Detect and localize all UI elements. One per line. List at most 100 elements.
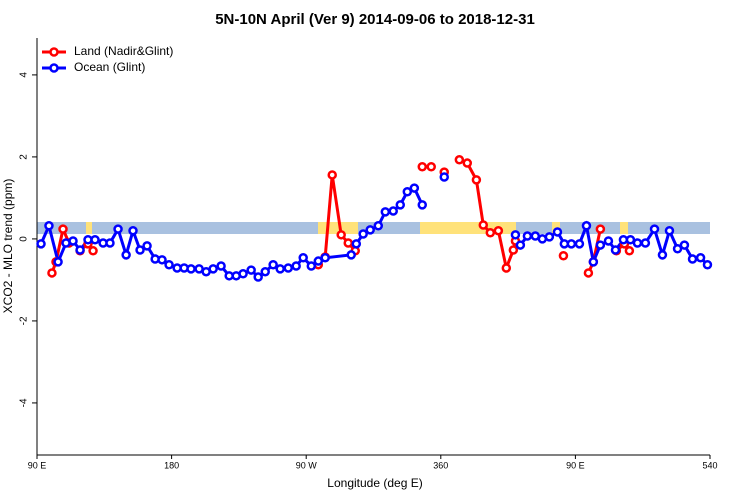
data-point (121, 250, 131, 260)
data-point (552, 227, 563, 237)
data-point (679, 240, 690, 250)
data-point (365, 225, 375, 235)
data-point (388, 206, 398, 216)
data-point (566, 239, 577, 249)
data-point (343, 238, 353, 248)
data-point (298, 253, 308, 263)
data-point (53, 257, 63, 267)
data-point (216, 261, 226, 271)
data-point (380, 207, 391, 217)
data-point (395, 200, 406, 210)
x-tick-label: 90 W (296, 460, 318, 470)
y-axis-label: XCO2 - MLO trend (ppm) (1, 179, 15, 314)
data-point (409, 183, 420, 193)
y-tick-label: 4 (19, 72, 30, 78)
y-tick-label: 2 (19, 154, 30, 160)
data-point (113, 224, 123, 234)
legend-marker (49, 47, 59, 57)
chart-title: 5N-10N April (Ver 9) 2014-09-06 to 2018-… (215, 11, 535, 28)
data-point (426, 161, 436, 172)
x-tick-label: 180 (164, 460, 179, 470)
data-point (417, 200, 428, 210)
data-point (44, 221, 54, 231)
data-point (510, 230, 521, 240)
data-point (672, 244, 683, 254)
data-point (501, 263, 512, 273)
data-point (640, 238, 651, 248)
y-tick-label: 0 (19, 236, 30, 242)
data-point (327, 170, 337, 180)
data-point (695, 253, 706, 263)
data-point (88, 246, 98, 256)
data-point (253, 272, 263, 282)
data-point (649, 224, 660, 234)
data-point (632, 238, 643, 248)
x-axis-label: Longitude (deg E) (327, 476, 422, 490)
y-tick-label: -4 (19, 398, 30, 407)
data-point (358, 229, 368, 239)
data-point (373, 221, 384, 231)
data-point (36, 239, 46, 249)
data-point (417, 161, 428, 172)
data-point (657, 250, 668, 260)
data-point (238, 269, 248, 279)
data-point (439, 172, 449, 182)
data-point (268, 259, 278, 270)
data-point (142, 241, 152, 251)
data-point (485, 228, 496, 238)
data-point (581, 221, 592, 231)
data-point (544, 232, 555, 242)
data-point (346, 250, 356, 260)
data-point (702, 259, 713, 270)
data-point (68, 236, 78, 246)
data-point (128, 225, 138, 236)
data-point (625, 234, 636, 245)
data-point (336, 230, 346, 240)
data-point (306, 261, 317, 271)
data-point (574, 239, 585, 249)
data-point (351, 239, 362, 249)
x-tick-label: 540 (702, 460, 717, 470)
data-point (157, 255, 167, 265)
data-point (515, 240, 526, 250)
land-patch (620, 222, 628, 234)
data-point (164, 259, 174, 270)
legend-label: Ocean (Glint) (74, 60, 145, 74)
data-point (471, 175, 482, 185)
data-point (90, 234, 100, 245)
data-point (260, 266, 270, 277)
data-point (454, 155, 465, 165)
data-point (664, 225, 675, 236)
data-point (558, 250, 569, 261)
data-point (595, 240, 606, 250)
legend-marker (49, 63, 59, 73)
land-patch (86, 222, 92, 234)
data-point (47, 268, 57, 278)
data-point (283, 263, 294, 273)
data-point (508, 245, 519, 255)
data-point (624, 246, 635, 256)
data-point (58, 224, 68, 234)
data-point (135, 245, 145, 255)
data-point (493, 225, 504, 236)
data-point (595, 224, 606, 234)
x-tick-label: 90 E (28, 460, 47, 470)
legend-label: Land (Nadir&Glint) (74, 44, 173, 58)
data-point (522, 231, 533, 241)
y-tick-label: -2 (19, 316, 30, 325)
data-point (402, 187, 413, 197)
data-point (583, 268, 594, 278)
data-point (320, 253, 330, 263)
data-point (462, 158, 473, 168)
x-tick-label: 360 (433, 460, 448, 470)
x-tick-label: 90 E (566, 460, 585, 470)
data-point (75, 245, 85, 255)
data-point (246, 265, 256, 275)
data-point (588, 257, 599, 267)
data-point (186, 264, 196, 274)
data-point (105, 238, 115, 248)
data-point (603, 236, 614, 246)
data-point (208, 264, 218, 274)
data-point (610, 245, 621, 255)
